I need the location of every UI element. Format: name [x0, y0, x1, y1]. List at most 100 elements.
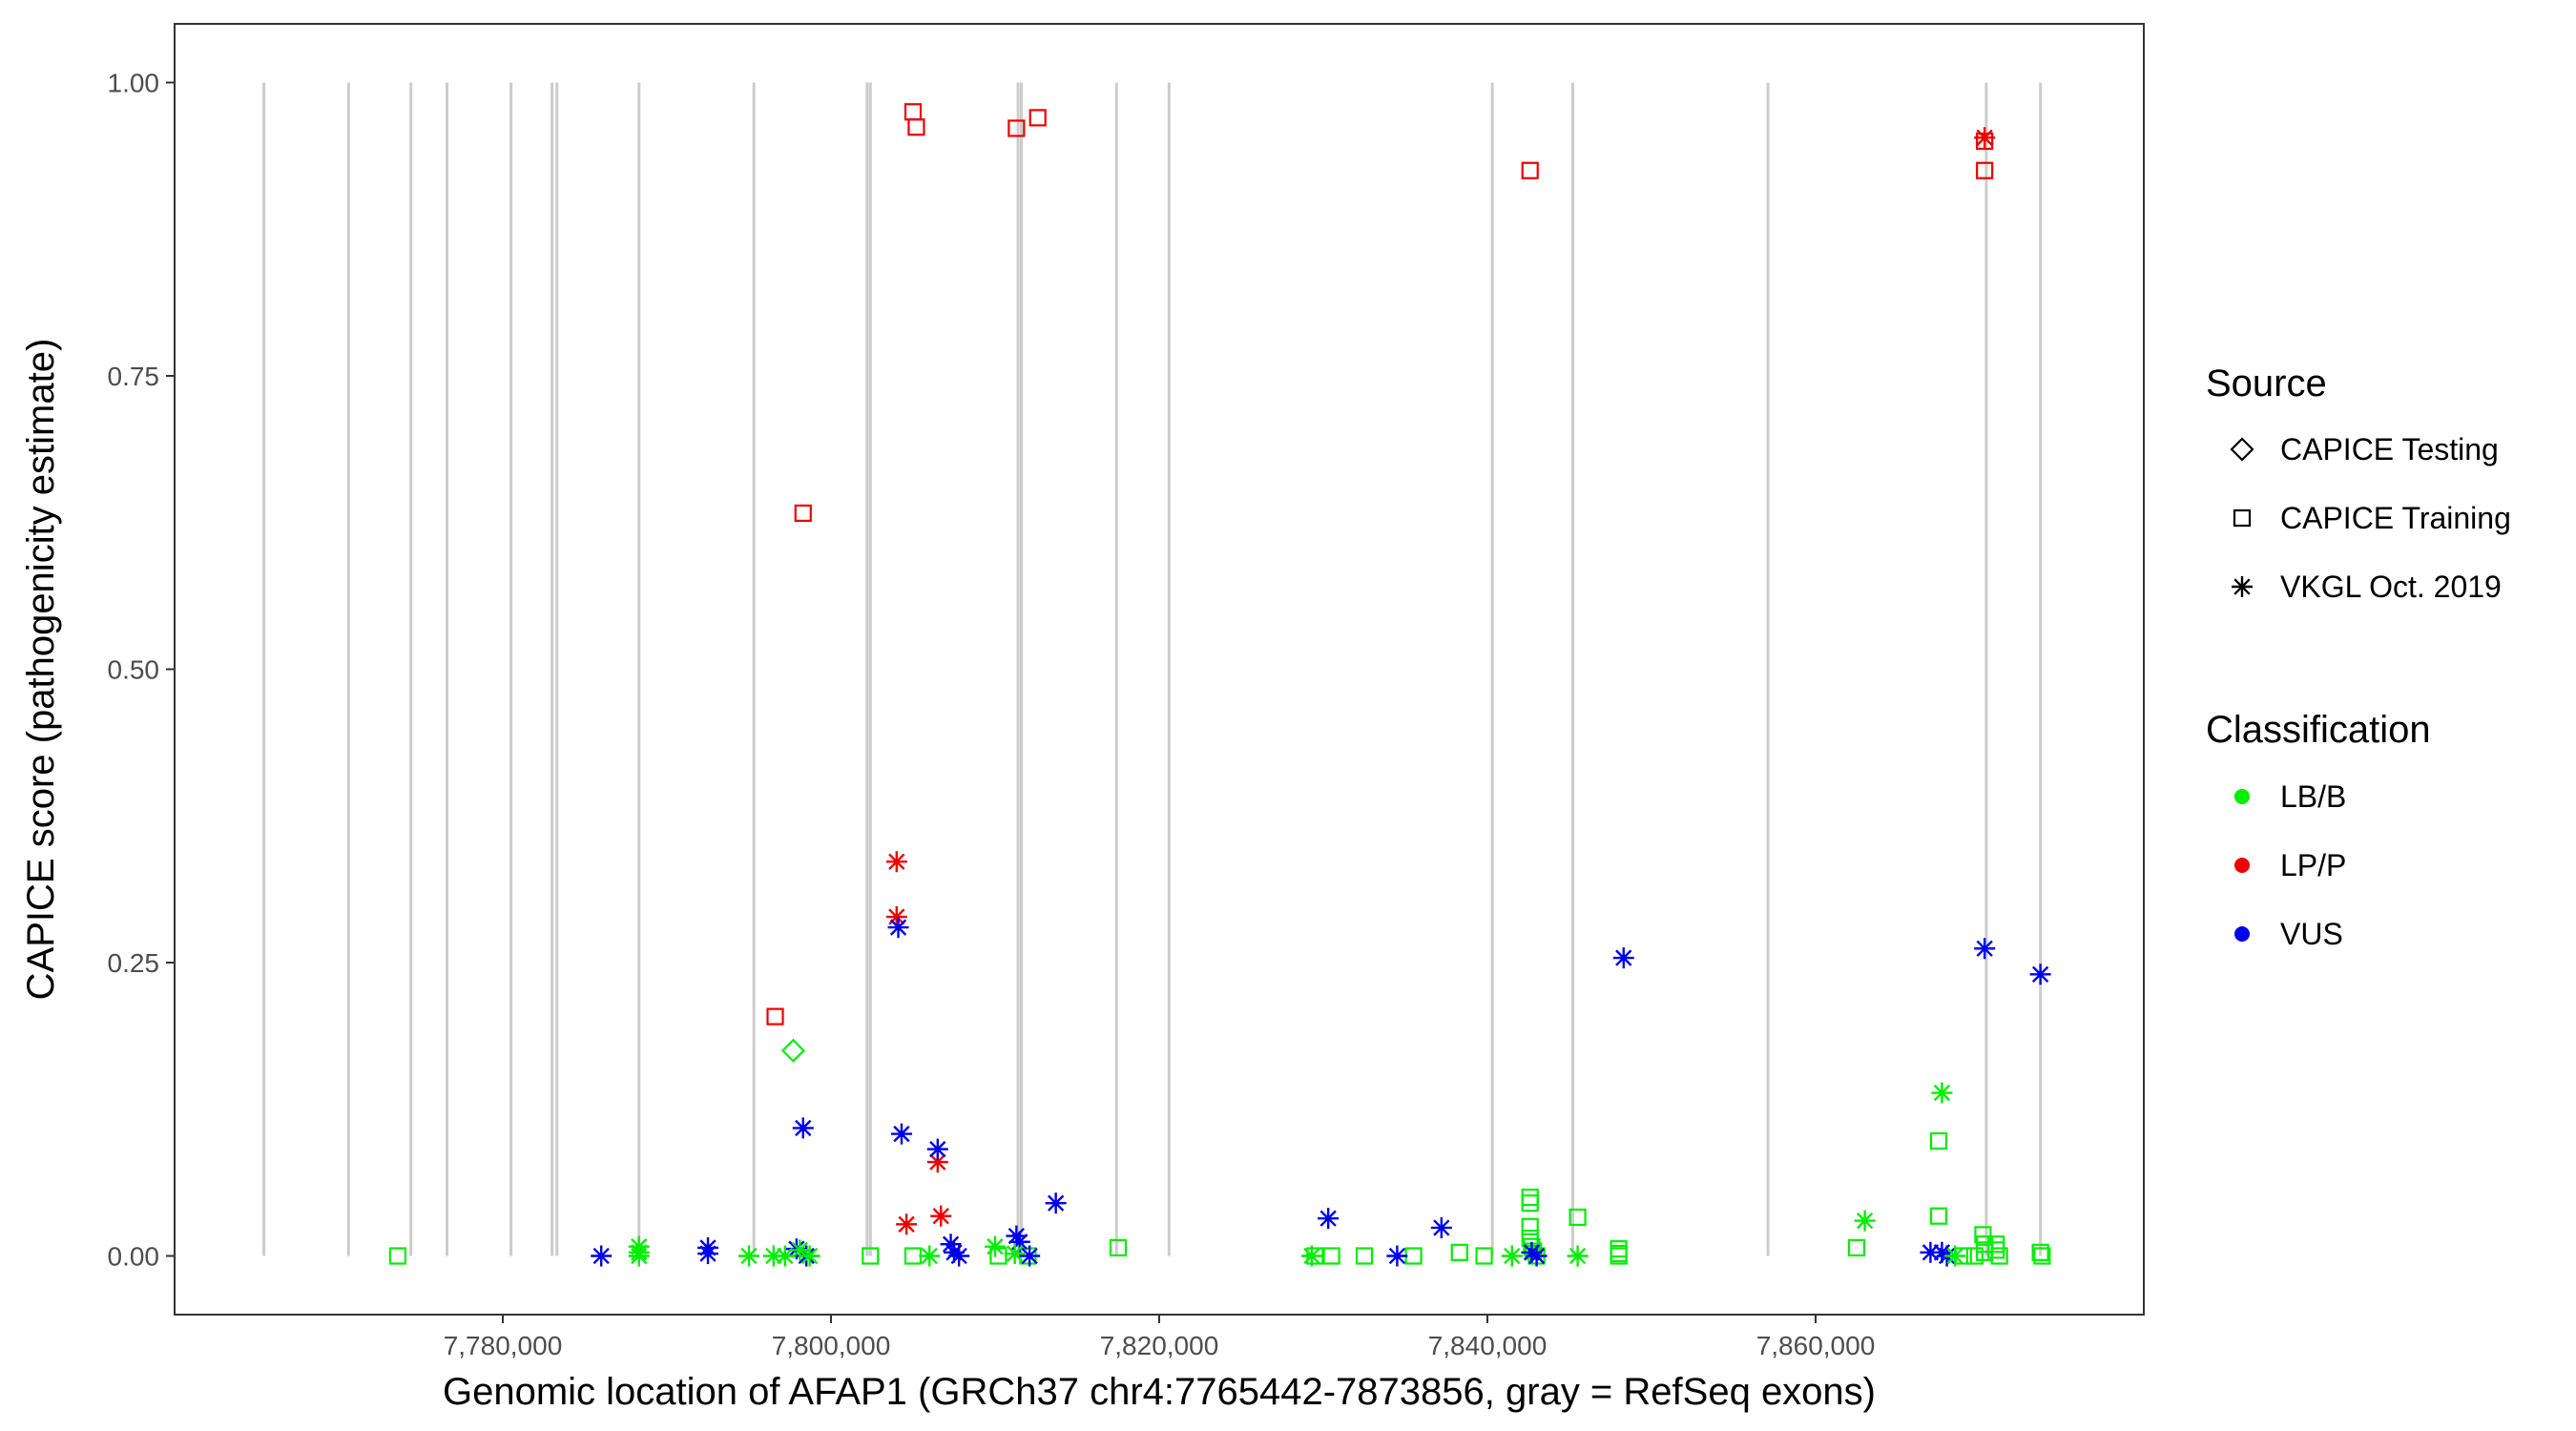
data-point: [799, 1245, 821, 1267]
legend-key-dot: [2234, 789, 2250, 804]
data-point: [1929, 1131, 1948, 1151]
data-points: [388, 103, 2051, 1267]
data-point: [1430, 1216, 1452, 1238]
y-tick-label: 0.50: [108, 655, 160, 685]
data-point: [1987, 1241, 2005, 1259]
data-point: [2031, 1243, 2049, 1261]
data-point: [1526, 1245, 1548, 1267]
legend-source-title: Source: [2206, 363, 2327, 404]
data-point: [1521, 1217, 1539, 1235]
data-point: [789, 1239, 811, 1261]
data-point: [697, 1243, 718, 1265]
data-point: [762, 1245, 784, 1267]
data-point: [1847, 1238, 1866, 1256]
data-point: [780, 1038, 805, 1063]
data-point: [1944, 1245, 1966, 1267]
data-point: [1974, 938, 1996, 960]
data-point: [794, 504, 812, 523]
legend-key-asterisk: [2232, 576, 2253, 597]
legend: Source Classification CAPICE Testing CAPI…: [2206, 363, 2511, 951]
data-point: [1974, 1226, 1992, 1244]
data-point: [904, 1247, 923, 1265]
data-point: [1008, 1231, 1030, 1253]
data-point: [1355, 1247, 1374, 1265]
data-point: [591, 1245, 613, 1267]
data-point: [907, 118, 925, 136]
data-point: [1028, 109, 1047, 127]
data-point: [1965, 1247, 1984, 1265]
y-tick-label: 0.75: [108, 362, 160, 391]
data-point: [1521, 161, 1539, 179]
data-point: [948, 1245, 970, 1267]
y-tick-label: 0.00: [108, 1242, 160, 1272]
data-point: [1931, 1082, 1953, 1104]
data-point: [1521, 1188, 1539, 1207]
data-point: [1004, 1243, 1026, 1265]
data-point: [1521, 1194, 1539, 1213]
legend-item-label: CAPICE Testing: [2280, 432, 2499, 467]
data-point: [628, 1245, 650, 1267]
legend-key-dot: [2234, 858, 2250, 873]
data-point: [792, 1117, 814, 1139]
data-point: [1019, 1245, 1041, 1267]
legend-item-label: VKGL Oct. 2019: [2280, 570, 2502, 604]
legend-item-label: LB/B: [2280, 779, 2346, 814]
legend-classification-title: Classification: [2206, 709, 2431, 751]
data-point: [1450, 1243, 1468, 1261]
data-point: [1045, 1192, 1067, 1214]
data-point: [1300, 1245, 1322, 1267]
data-point: [1929, 1207, 1948, 1225]
data-point: [1974, 127, 1996, 149]
data-point: [890, 1123, 912, 1145]
axes: 0.00 0.25 0.50 0.75 1.00 7,780,000 7,800,000 7,…: [108, 69, 1876, 1361]
data-point: [1404, 1247, 1423, 1265]
data-point: [887, 917, 909, 939]
legend-key-diamond: [2230, 437, 2254, 462]
x-tick-label: 7,800,000: [772, 1331, 891, 1360]
exon-lines: [262, 82, 2043, 1256]
data-point: [1322, 1247, 1340, 1265]
data-point: [388, 1247, 407, 1265]
data-point: [885, 906, 907, 928]
x-tick-label: 7,820,000: [1100, 1331, 1219, 1360]
legend-key-dot: [2234, 926, 2250, 942]
data-point: [1610, 1247, 1628, 1265]
legend-key-square: [2233, 508, 2252, 528]
data-point: [2029, 964, 2051, 985]
data-point: [1854, 1210, 1876, 1232]
x-tick-label: 7,840,000: [1428, 1331, 1548, 1360]
x-tick-label: 7,780,000: [444, 1331, 563, 1360]
data-point: [896, 1213, 918, 1235]
data-point: [1567, 1245, 1589, 1267]
data-point: [1612, 947, 1634, 969]
data-point: [904, 103, 923, 121]
data-point: [785, 1238, 807, 1260]
data-point: [885, 851, 907, 873]
data-point: [1568, 1208, 1587, 1227]
y-tick-label: 0.25: [108, 948, 160, 978]
data-point: [2033, 1247, 2051, 1265]
data-point: [1501, 1245, 1523, 1267]
data-point: [774, 1245, 796, 1267]
data-point: [1475, 1247, 1493, 1265]
x-tick-label: 7,860,000: [1756, 1331, 1876, 1360]
legend-item-label: CAPICE Training: [2280, 501, 2511, 535]
data-point: [1318, 1208, 1340, 1230]
data-point: [766, 1007, 784, 1026]
data-point: [985, 1235, 1006, 1257]
plot-panel-border: [174, 23, 2145, 1316]
data-point: [940, 1234, 962, 1255]
y-tick-label: 1.00: [108, 69, 160, 98]
data-point: [930, 1205, 952, 1227]
data-point: [1990, 1247, 2008, 1265]
data-point: [1386, 1245, 1408, 1267]
data-point: [1976, 161, 1994, 179]
data-point: [1008, 119, 1026, 137]
data-point: [926, 1151, 948, 1173]
legend-item-label: VUS: [2280, 917, 2343, 951]
y-axis-title: CAPICE score (pathogenicity estimate): [20, 339, 62, 1001]
data-point: [1920, 1241, 1942, 1263]
x-axis-title: Genomic location of AFAP1 (GRCh37 chr4:7…: [443, 1371, 1876, 1413]
data-point: [1109, 1238, 1128, 1256]
